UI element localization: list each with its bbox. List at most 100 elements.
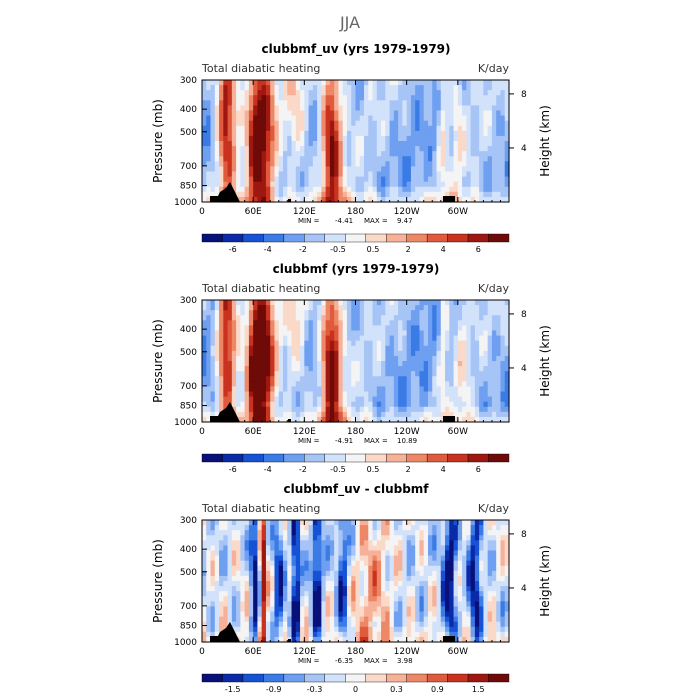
- heatmap-cell: [389, 411, 395, 418]
- heatmap-cell: [385, 161, 391, 168]
- heatmap-cell: [283, 151, 288, 157]
- heatmap-cell: [265, 196, 271, 203]
- heatmap-cell: [419, 100, 425, 107]
- heatmap-cell: [312, 371, 318, 377]
- heatmap-cell: [257, 591, 263, 597]
- heatmap-cell: [496, 95, 502, 101]
- heatmap-cell: [504, 115, 510, 122]
- heatmap-cell: [321, 565, 327, 572]
- heatmap-cell: [500, 325, 506, 332]
- heatmap-cell: [415, 110, 421, 117]
- heatmap-cell: [496, 361, 502, 367]
- heatmap-cell: [410, 335, 416, 342]
- heatmap-cell: [291, 550, 297, 557]
- heatmap-cell: [415, 115, 421, 122]
- heatmap-cell: [304, 305, 310, 311]
- heatmap-cell: [334, 520, 340, 526]
- heatmap-cell: [334, 371, 340, 377]
- heatmap-cell: [270, 401, 276, 408]
- heatmap-cell: [308, 340, 314, 347]
- heatmap-cell: [334, 350, 340, 357]
- heatmap-cell: [295, 330, 301, 337]
- heatmap-cell: [300, 85, 305, 91]
- heatmap-cell: [483, 335, 489, 342]
- heatmap-cell: [491, 371, 497, 377]
- heatmap-cell: [261, 411, 267, 418]
- heatmap-cell: [342, 555, 348, 562]
- heatmap-cell: [317, 115, 322, 122]
- heatmap-cell: [223, 611, 229, 618]
- heatmap-cell: [483, 135, 489, 142]
- heatmap-cell: [351, 171, 357, 178]
- heatmap-cell: [244, 406, 250, 413]
- heatmap-cell: [214, 105, 220, 112]
- heatmap-cell: [427, 596, 433, 602]
- colorbar-box: [283, 233, 305, 243]
- heatmap-cell: [389, 166, 395, 173]
- heatmap-cell: [385, 320, 391, 327]
- heatmap-cell: [445, 120, 450, 127]
- heatmap-cell: [304, 381, 310, 388]
- heatmap-cell: [287, 191, 293, 198]
- heatmap-cell: [364, 315, 369, 321]
- heatmap-cell: [342, 80, 348, 86]
- heatmap-cell: [453, 305, 459, 311]
- heatmap-cell: [257, 146, 263, 152]
- heatmap-cell: [376, 350, 382, 357]
- heatmap-cell: [487, 411, 493, 418]
- heatmap-cell: [214, 130, 220, 137]
- heatmap-cell: [283, 335, 288, 342]
- heatmap-cell: [368, 325, 374, 332]
- heatmap-cell: [402, 591, 408, 597]
- heatmap-cell: [440, 381, 446, 388]
- heatmap-cell: [372, 320, 378, 327]
- heatmap-cell: [257, 350, 263, 357]
- heatmap-cell: [300, 606, 305, 613]
- heatmap-cell: [338, 151, 344, 157]
- heatmap-cell: [291, 621, 297, 628]
- heatmap-cell: [253, 85, 259, 91]
- heatmap-cell: [304, 120, 310, 127]
- heatmap-cell: [270, 315, 276, 321]
- heatmap-cell: [406, 166, 412, 173]
- heatmap-cell: [445, 371, 450, 377]
- heatmap-cell: [364, 601, 369, 608]
- colorbar-box: [324, 233, 346, 243]
- heatmap-cell: [287, 151, 293, 157]
- heatmap-cell: [291, 305, 297, 311]
- heatmap-cell: [402, 575, 408, 582]
- heatmap-cell: [496, 350, 502, 357]
- heatmap-cell: [355, 335, 361, 342]
- heatmap-cell: [227, 176, 233, 183]
- heatmap-cell: [436, 135, 442, 142]
- heatmap-cell: [346, 340, 352, 347]
- heatmap-cell: [312, 621, 318, 628]
- heatmap-cell: [338, 115, 344, 122]
- heatmap-cell: [236, 156, 241, 162]
- heatmap-cell: [261, 416, 267, 423]
- heatmap-cell: [261, 525, 267, 531]
- heatmap-cell: [351, 181, 357, 188]
- heatmap-cell: [474, 166, 480, 173]
- heatmap-cell: [265, 386, 271, 393]
- heatmap-cell: [381, 166, 386, 173]
- heatmap-cell: [479, 95, 485, 101]
- heatmap-cell: [398, 90, 403, 96]
- heatmap-cell: [376, 381, 382, 388]
- heatmap-cell: [210, 530, 216, 536]
- heatmap-cell: [432, 616, 438, 623]
- heatmap-cell: [257, 125, 263, 132]
- heatmap-cell: [474, 406, 480, 413]
- heatmap-cell: [210, 305, 216, 311]
- heatmap-cell: [317, 606, 322, 613]
- heatmap-cell: [364, 381, 369, 388]
- colorbar-box: [365, 233, 387, 243]
- heatmap-cell: [445, 186, 450, 193]
- heatmap-cell: [419, 596, 425, 602]
- heatmap-cell: [287, 115, 293, 122]
- heatmap-cell: [355, 325, 361, 332]
- heatmap-cell: [500, 191, 506, 198]
- heatmap-cell: [236, 575, 241, 582]
- heatmap-cell: [372, 366, 378, 372]
- heatmap-cell: [231, 616, 237, 623]
